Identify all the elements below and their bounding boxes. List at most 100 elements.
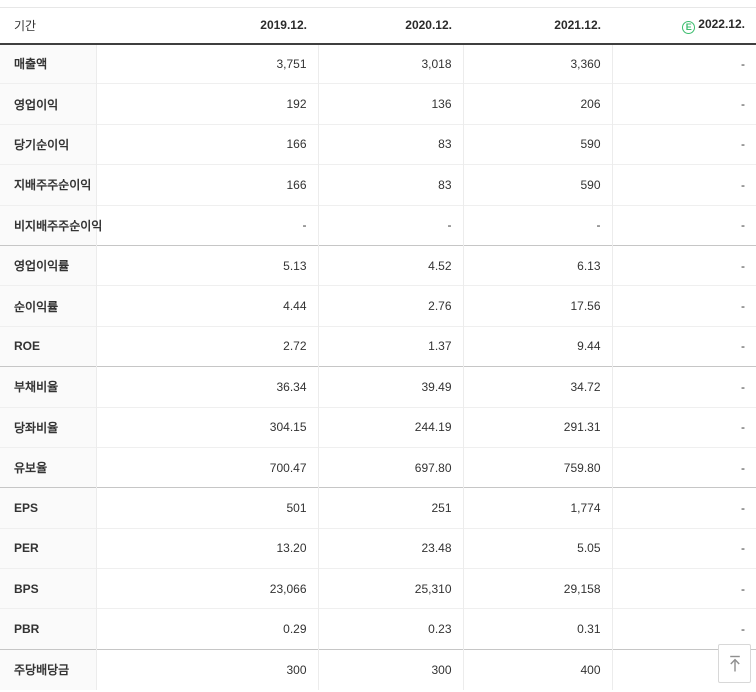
cell-value: 244.19 (317, 406, 463, 448)
cell-value: 5.13 (95, 244, 318, 286)
cell-value: 29,158 (462, 568, 612, 609)
cell-value: 83 (317, 123, 463, 165)
cell-value: 697.80 (317, 446, 463, 488)
cell-value: 206 (462, 83, 612, 125)
cell-value: 136 (317, 83, 463, 125)
table-row: 영업이익 192 136 206- (0, 83, 756, 125)
table-row: 당좌비율 304.15 244.19 291.31- (0, 406, 756, 448)
arrow-up-to-top-icon (727, 654, 743, 673)
cell-value: 251 (317, 487, 463, 529)
cell-value: - (611, 164, 756, 206)
cell-value: 3,751 (95, 43, 318, 84)
cell-value: - (317, 204, 463, 246)
cell-value: 1,774 (462, 487, 612, 529)
row-label: PER (0, 527, 96, 569)
table-row: 부채비율 36.34 39.49 34.72- (0, 366, 756, 408)
cell-value: 0.31 (462, 608, 612, 650)
cell-value: 3,360 (462, 43, 612, 84)
column-header-2019-12: 2019.12. (96, 7, 318, 45)
table-row: 비지배주주순이익 - - - - (0, 204, 756, 246)
header-row: 기간 2019.12. 2020.12. 2021.12. E 2022.12. (0, 7, 756, 45)
row-label: 당기순이익 (0, 123, 96, 165)
cell-value: 3,018 (317, 43, 463, 84)
cell-value: - (611, 366, 756, 408)
cell-value: 166 (95, 164, 318, 206)
cell-value: 0.29 (95, 608, 318, 650)
cell-value: - (611, 568, 756, 609)
cell-value: - (95, 204, 318, 246)
cell-value: - (611, 83, 756, 125)
row-label: BPS (0, 568, 96, 609)
cell-value: 590 (462, 123, 612, 165)
estimate-icon: E (682, 20, 696, 34)
row-label: 매출액 (0, 43, 96, 84)
column-header-text: 2019.12. (260, 18, 307, 33)
cell-value: 6.13 (462, 244, 612, 286)
cell-value: - (611, 608, 756, 650)
cell-value: - (611, 406, 756, 448)
cell-value: 23,066 (95, 568, 318, 609)
cell-value: 1.37 (317, 325, 463, 367)
table-row: PBR 0.29 0.23 0.31- (0, 608, 756, 650)
row-label: 주당배당금 (0, 648, 96, 690)
column-header-2021-12: 2021.12. (463, 7, 612, 45)
cell-value: 17.56 (462, 285, 612, 327)
cell-value: 501 (95, 487, 318, 529)
cell-value: 400 (462, 648, 612, 690)
column-header-2020-12: 2020.12. (318, 7, 463, 45)
table-row: 지배주주순이익 166 83 590- (0, 164, 756, 206)
cell-value: 2.76 (317, 285, 463, 327)
cell-value: 291.31 (462, 406, 612, 448)
cell-value: - (611, 527, 756, 569)
table-row: 유보율 700.47 697.80 759.80- (0, 446, 756, 488)
row-label: PBR (0, 608, 96, 650)
cell-value: 304.15 (95, 406, 318, 448)
row-label: EPS (0, 487, 96, 529)
table-row: 순이익률 4.44 2.76 17.56- (0, 285, 756, 327)
cell-value: 4.44 (95, 285, 318, 327)
cell-value: 9.44 (462, 325, 612, 367)
cell-value: - (462, 204, 612, 246)
cell-value: - (611, 204, 756, 246)
cell-value: - (611, 43, 756, 84)
row-label: 지배주주순이익 (0, 164, 96, 206)
cell-value: - (611, 123, 756, 165)
cell-value: - (611, 446, 756, 488)
row-label: 영업이익률 (0, 244, 96, 286)
table-row: 영업이익률 5.13 4.52 6.13- (0, 244, 756, 286)
cell-value: 700.47 (95, 446, 318, 488)
cell-value: 25,310 (317, 568, 463, 609)
table-row: PER 13.20 23.48 5.05- (0, 527, 756, 569)
cell-value: 39.49 (317, 366, 463, 408)
row-label: 순이익률 (0, 285, 96, 327)
cell-value: 34.72 (462, 366, 612, 408)
financial-statements-table: 기간 2019.12. 2020.12. 2021.12. E 2022.12. … (0, 7, 756, 690)
cell-value: 2.72 (95, 325, 318, 367)
cell-value: 192 (95, 83, 318, 125)
table-row: EPS 501 251 1,774- (0, 487, 756, 529)
period-header-label: 기간 (0, 7, 96, 45)
cell-value: 36.34 (95, 366, 318, 408)
cell-value: 83 (317, 164, 463, 206)
row-label: 비지배주주순이익 (0, 204, 102, 246)
cell-value: - (611, 487, 756, 529)
row-label: ROE (0, 325, 96, 367)
table-row: ROE 2.72 1.37 9.44- (0, 325, 756, 367)
cell-value: 0.23 (317, 608, 463, 650)
cell-value: 300 (317, 648, 463, 690)
cell-value: 590 (462, 164, 612, 206)
scroll-to-top-button[interactable] (718, 644, 751, 683)
cell-value: - (611, 285, 756, 327)
row-label: 영업이익 (0, 83, 96, 125)
cell-value: - (611, 325, 756, 367)
cell-value: 759.80 (462, 446, 612, 488)
cell-value: 5.05 (462, 527, 612, 569)
cell-value: 300 (95, 648, 318, 690)
cell-value: 23.48 (317, 527, 463, 569)
cell-value: - (611, 244, 756, 286)
table-row: 매출액 3,751 3,018 3,360- (0, 43, 756, 84)
cell-value: 4.52 (317, 244, 463, 286)
column-header-text: 2021.12. (554, 18, 601, 33)
column-header-text: 2022.12. (698, 16, 745, 31)
